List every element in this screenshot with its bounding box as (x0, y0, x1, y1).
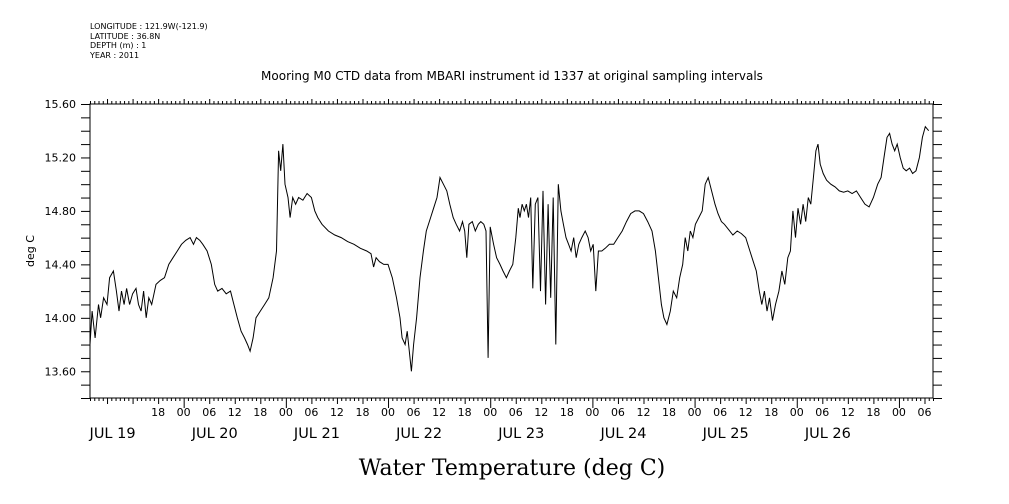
x-tick-label: 06 (202, 406, 216, 419)
x-tick-label: 18 (764, 406, 778, 419)
x-day-label: JUL 25 (702, 426, 749, 442)
x-tick-label: 18 (662, 406, 676, 419)
x-tick-label: 06 (815, 406, 829, 419)
x-tick-label: 18 (560, 406, 574, 419)
axis-labels: 18 00 06 12 18 00 06 12 18 00 06 12 18 00 06 12 18 00 06 12… (45, 98, 932, 442)
x-day-label: JUL 19 (89, 426, 136, 442)
x-tick-label: 12 (228, 406, 242, 419)
x-tick-label: 12 (841, 406, 855, 419)
x-tick-label: 18 (866, 406, 880, 419)
x-tick-label: 06 (713, 406, 727, 419)
y-axis-label: deg C (24, 235, 37, 267)
x-day-label: JUL 26 (804, 426, 851, 442)
latitude-label: LATITUDE : 36.8N (90, 31, 161, 41)
x-tick-label: 12 (432, 406, 446, 419)
x-tick-label: 06 (407, 406, 421, 419)
x-tick-label: 00 (177, 406, 191, 419)
x-tick-label: 12 (636, 406, 650, 419)
x-tick-label: 06 (611, 406, 625, 419)
chart-title: Mooring M0 CTD data from MBARI instrumen… (261, 69, 763, 83)
x-tick-label: 18 (253, 406, 267, 419)
x-tick-label: 18 (458, 406, 472, 419)
x-tick-label: 12 (739, 406, 753, 419)
axis-ticks (81, 99, 942, 408)
y-tick-label: 14.40 (45, 258, 77, 271)
y-tick-label: 15.20 (45, 151, 77, 164)
x-day-label: JUL 22 (395, 426, 442, 442)
y-tick-label: 14.80 (45, 205, 77, 218)
metadata-block: LONGITUDE : 121.9W(-121.9) LATITUDE : 36… (90, 22, 208, 60)
x-tick-label: 06 (917, 406, 931, 419)
x-tick-label: 00 (585, 406, 599, 419)
x-day-label: JUL 21 (293, 426, 340, 442)
y-tick-label: 13.60 (45, 365, 77, 378)
x-tick-label: 00 (790, 406, 804, 419)
longitude-label: LONGITUDE : 121.9W(-121.9) (90, 22, 208, 31)
x-axis-title: Water Temperature (deg C) (359, 456, 666, 481)
x-tick-label: 18 (151, 406, 165, 419)
x-tick-label: 00 (381, 406, 395, 419)
x-tick-label: 00 (279, 406, 293, 419)
x-tick-label: 06 (304, 406, 318, 419)
x-day-label: JUL 20 (191, 426, 238, 442)
x-tick-label: 12 (534, 406, 548, 419)
y-tick-label: 15.60 (45, 98, 77, 111)
x-day-label: JUL 23 (497, 426, 544, 442)
year-label: YEAR : 2011 (90, 50, 140, 60)
x-day-label: JUL 24 (599, 426, 646, 442)
y-tick-label: 14.00 (45, 312, 77, 325)
plot-frame (89, 103, 934, 399)
temperature-series-line (89, 125, 930, 372)
x-tick-label: 00 (688, 406, 702, 419)
x-tick-label: 00 (483, 406, 497, 419)
depth-label: DEPTH (m) : 1 (90, 41, 147, 50)
x-tick-label: 18 (355, 406, 369, 419)
x-tick-label: 00 (892, 406, 906, 419)
x-tick-label: 06 (509, 406, 523, 419)
x-tick-label: 12 (330, 406, 344, 419)
